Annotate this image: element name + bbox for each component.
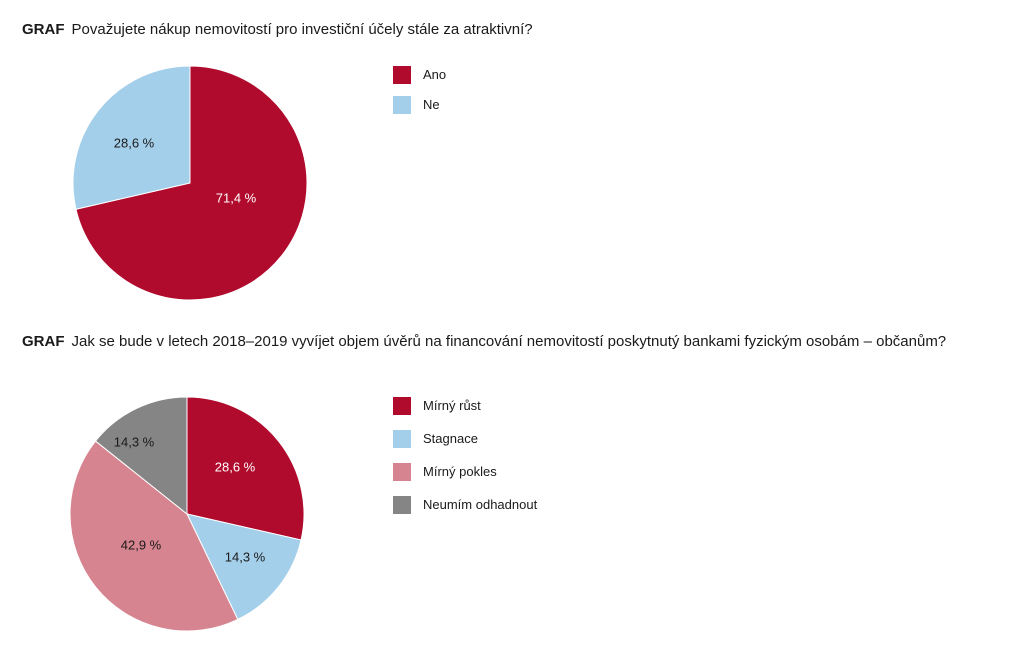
legend-item: Ano <box>393 66 446 84</box>
slice-label: 42,9 % <box>121 538 162 553</box>
slice-label: 14,3 % <box>225 550 266 565</box>
pie-slice <box>186 396 305 541</box>
chart-title-prefix: GRAF <box>22 21 65 38</box>
pie-slice <box>75 65 308 301</box>
legend-item: Ne <box>393 96 446 114</box>
legend-swatch <box>393 496 411 514</box>
legend-label: Neumím odhadnout <box>423 497 538 512</box>
legend-swatch <box>393 96 411 114</box>
pie-slice <box>69 440 239 632</box>
chart-title-text: Jak se bude v letech 2018–2019 vyvíjet o… <box>71 333 947 350</box>
pie-slice <box>94 396 188 516</box>
legend-swatch <box>393 430 411 448</box>
slice-label: 14,3 % <box>114 435 155 450</box>
pie-chart: 28,6 % 14,3 % 42,9 % 14,3 % <box>69 396 305 632</box>
legend-label: Ne <box>423 97 440 112</box>
legend-swatch <box>393 66 411 84</box>
chart-title-prefix: GRAF <box>22 333 65 350</box>
chart-legend: Ano Ne <box>393 66 446 126</box>
pie-slice <box>186 513 302 621</box>
legend-label: Mírný růst <box>423 398 481 413</box>
slice-label: 28,6 % <box>215 460 256 475</box>
legend-label: Mírný pokles <box>423 464 497 479</box>
legend-label: Stagnace <box>423 431 478 446</box>
pie-slice <box>72 65 191 210</box>
chart-legend: Mírný růst Stagnace Mírný pokles Neumím … <box>393 397 537 529</box>
legend-item: Mírný pokles <box>393 463 537 481</box>
legend-label: Ano <box>423 67 447 82</box>
legend-item: Mírný růst <box>393 397 537 415</box>
chart-title: GRAF Jak se bude v letech 2018–2019 vyvíj… <box>22 333 946 351</box>
slice-label: 71,4 % <box>216 191 257 206</box>
legend-item: Neumím odhadnout <box>393 496 537 514</box>
pie-chart: 71,4 % 28,6 % <box>72 65 308 301</box>
legend-swatch <box>393 463 411 481</box>
legend-item: Stagnace <box>393 430 537 448</box>
chart-title: GRAF Považujete nákup nemovitostí pro inv… <box>22 21 533 39</box>
chart-title-text: Považujete nákup nemovitostí pro investi… <box>71 21 533 38</box>
legend-swatch <box>393 397 411 415</box>
slice-label: 28,6 % <box>114 136 155 151</box>
